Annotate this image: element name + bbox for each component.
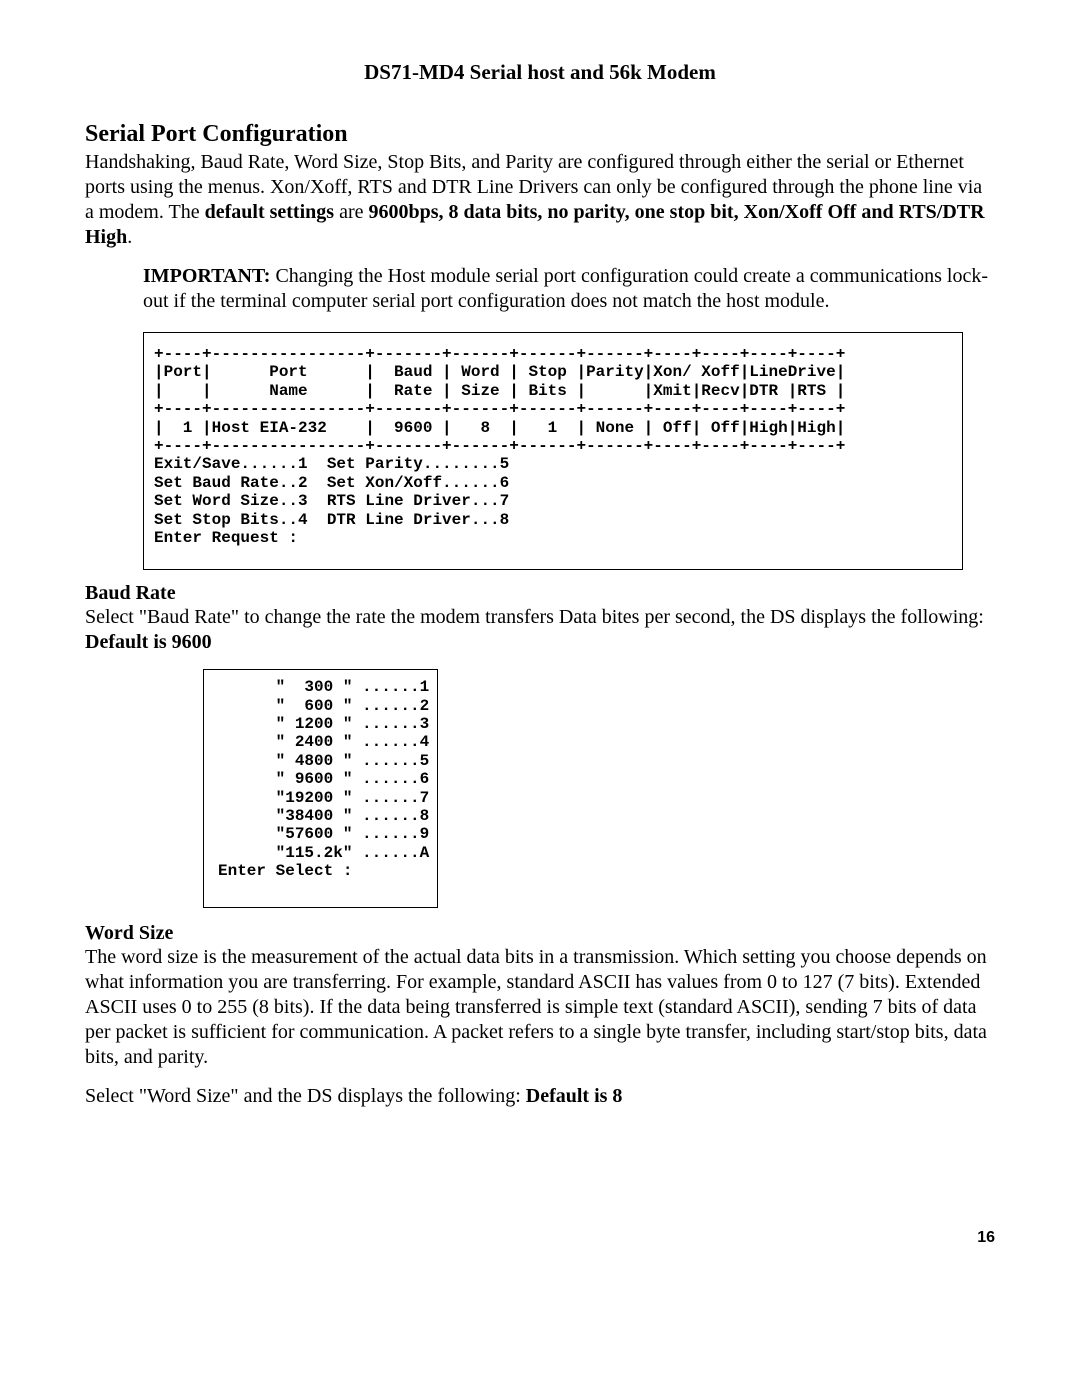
baud-rate-terminal: " 300 " ......1 " 600 " ......2 " 1200 "… xyxy=(203,669,438,907)
baud-text-bold: Default is 9600 xyxy=(85,631,212,653)
word-select-pre: Select "Word Size" and the DS displays t… xyxy=(85,1085,526,1107)
word-size-select-paragraph: Select "Word Size" and the DS displays t… xyxy=(85,1084,995,1109)
baud-rate-paragraph: Select "Baud Rate" to change the rate th… xyxy=(85,605,995,655)
baud-text-pre: Select "Baud Rate" to change the rate th… xyxy=(85,606,984,628)
terminal-output-main: +----+----------------+-------+------+--… xyxy=(154,345,952,547)
section-heading: Serial Port Configuration xyxy=(85,121,995,148)
page-number: 16 xyxy=(85,1229,995,1247)
page-container: DS71-MD4 Serial host and 56k Modem Seria… xyxy=(0,0,1080,1287)
intro-text-post: . xyxy=(127,226,132,248)
important-text: Changing the Host module serial port con… xyxy=(143,265,988,312)
baud-rate-heading: Baud Rate xyxy=(85,582,995,605)
word-size-paragraph: The word size is the measurement of the … xyxy=(85,945,995,1070)
intro-text-mid: are xyxy=(334,201,368,223)
intro-paragraph: Handshaking, Baud Rate, Word Size, Stop … xyxy=(85,150,995,250)
document-title: DS71-MD4 Serial host and 56k Modem xyxy=(85,60,995,85)
terminal-output-baud: " 300 " ......1 " 600 " ......2 " 1200 "… xyxy=(218,678,423,880)
important-note: IMPORTANT: Changing the Host module seri… xyxy=(143,264,995,314)
important-label: IMPORTANT: xyxy=(143,265,270,287)
intro-bold-1: default settings xyxy=(205,201,334,223)
serial-config-terminal: +----+----------------+-------+------+--… xyxy=(143,332,963,570)
word-select-bold: Default is 8 xyxy=(526,1085,623,1107)
word-size-heading: Word Size xyxy=(85,922,995,945)
